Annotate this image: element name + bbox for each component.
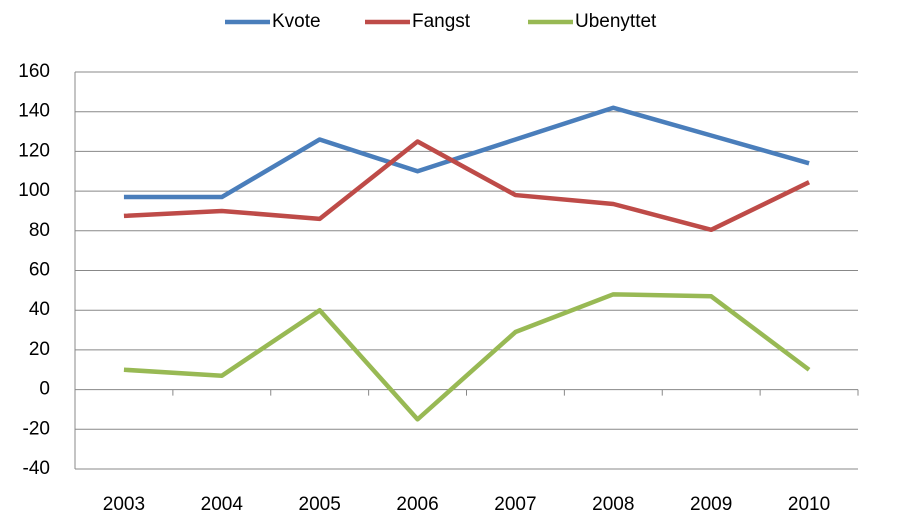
y-tick-label: 0	[39, 379, 50, 400]
x-tick-label: 2007	[494, 494, 536, 515]
y-tick-label: 140	[18, 101, 50, 122]
x-tick-label: 2004	[201, 494, 244, 515]
x-tick-label: 2009	[690, 494, 732, 515]
legend-label: Kvote	[272, 11, 321, 32]
y-tick-label: 20	[29, 339, 50, 360]
x-tick-label: 2008	[592, 494, 634, 515]
x-tick-label: 2005	[299, 494, 341, 515]
series-line	[123, 139, 811, 233]
legend-label: Ubenyttet	[575, 11, 657, 32]
series-line	[123, 292, 811, 422]
x-tick-label: 2003	[103, 494, 145, 515]
y-tick-label: 100	[18, 180, 50, 201]
y-tick-label: 80	[29, 220, 50, 241]
series-line	[123, 105, 810, 200]
y-tick-label: 160	[18, 61, 50, 82]
y-tick-label: -40	[23, 458, 50, 479]
x-tick-label: 2010	[788, 494, 830, 515]
y-tick-label: -20	[23, 418, 50, 439]
y-tick-label: 120	[18, 140, 50, 161]
y-tick-label: 40	[29, 299, 50, 320]
y-tick-label: 60	[29, 260, 50, 281]
legend-label: Fangst	[412, 11, 471, 32]
x-tick-label: 2006	[396, 494, 438, 515]
